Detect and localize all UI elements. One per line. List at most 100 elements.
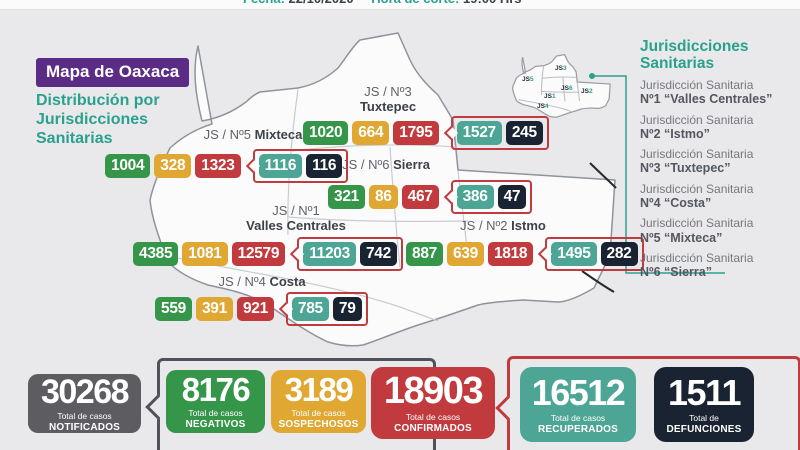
- recovered-box: 785 79: [278, 292, 368, 326]
- date-value: 22/10/2020: [289, 0, 354, 6]
- confirmados-chip: 467: [401, 185, 439, 209]
- negativos-chip: 321: [328, 185, 365, 209]
- card-negativos: 8176 Total de casos NEGATIVOS: [166, 370, 265, 433]
- recovered-box: 386 47: [443, 180, 533, 214]
- card-label: Total de casos: [188, 408, 243, 418]
- legend-item-kind: Jurisdicción Sanitaria: [640, 112, 754, 127]
- bracket-notch: [495, 395, 521, 421]
- cutoff-value: 19:00 Hrs: [463, 0, 522, 6]
- card-category: DEFUNCIONES: [666, 423, 742, 435]
- legend-title: Jurisdicciones Sanitarias: [640, 38, 749, 73]
- recuperados-chip: 785: [291, 297, 329, 321]
- label-sierra-name: Sierra: [393, 157, 430, 172]
- inset-map: [511, 53, 611, 118]
- card-value: 16512: [531, 371, 626, 413]
- date-label: Fecha:: [243, 0, 285, 6]
- negativos-chip: 559: [155, 297, 192, 321]
- outcomes-bracket: [495, 356, 800, 450]
- legend-item-4: Jurisdicción Sanitaria Nº4 “Costa”: [640, 182, 798, 211]
- inset-label-js6: JS6: [561, 85, 573, 92]
- label-valles-centrales: JS / Nº1 Valles Centrales: [246, 203, 346, 233]
- values-mixteca: 1004 328 1323 1116 116: [105, 149, 349, 183]
- negativos-chip: 1020: [303, 121, 349, 145]
- legend-connector: [589, 73, 725, 274]
- legend-item-3: Jurisdicción Sanitaria Nº3 “Tuxtepec”: [640, 148, 798, 176]
- recovered-box: 1527 245: [443, 116, 549, 150]
- negativos-chip: 887: [406, 242, 443, 266]
- legend-item-name: Nº1 “Valles Centrales”: [640, 92, 773, 107]
- map-subtitle: Distribución por Jurisdicciones Sanitari…: [36, 92, 160, 147]
- legend-item-2: Jurisdicción Sanitaria Nº2 “Istmo”: [640, 112, 798, 142]
- label-costa-prefix: JS / Nº4: [218, 274, 266, 289]
- connector-notch: [278, 301, 293, 317]
- legend-item-1: Jurisdicción Sanitaria Nº1 “Valles Centr…: [640, 78, 798, 107]
- recovered-box: 1495 282: [538, 237, 644, 271]
- sospechosos-chip: 328: [154, 154, 192, 178]
- connector-notch: [290, 246, 305, 262]
- connector-notch: [443, 125, 458, 141]
- card-recuperados: 16512 Total de casos RECUPERADOS: [520, 367, 636, 442]
- recuperados-chip: 11203: [303, 242, 356, 266]
- defunciones-chip: 282: [600, 242, 638, 266]
- inset-label-js4: JS4: [537, 103, 549, 110]
- inset-label-js5: JS5: [522, 76, 534, 83]
- legend-item-kind: Jurisdicción Sanitaria: [640, 78, 754, 93]
- defunciones-chip: 47: [497, 185, 527, 209]
- label-istmo-prefix: JS / Nº2: [460, 218, 508, 233]
- card-label: Total de: [689, 412, 719, 423]
- legend-item-5: Jurisdicción Sanitaria Nº5 “Mixteca”: [640, 217, 798, 245]
- label-tuxtepec: JS / Nº3 Tuxtepec: [360, 84, 416, 114]
- label-mixteca-prefix: JS / Nº5: [203, 127, 252, 142]
- inset-label-js3: JS3: [555, 65, 567, 72]
- inset-label-js1: JS1: [544, 93, 556, 100]
- defunciones-chip: 742: [359, 242, 397, 266]
- legend-item-name: Nº6 “Sierra”: [640, 265, 712, 280]
- sospechosos-chip: 391: [195, 297, 233, 321]
- label-mixteca: JS / Nº5 Mixteca: [203, 127, 303, 143]
- card-label: Total de casos: [550, 412, 606, 423]
- label-costa: JS / Nº4 Costa: [218, 274, 306, 290]
- card-value: 8176: [181, 371, 251, 408]
- confirmados-chip: 1818: [487, 242, 534, 266]
- negativos-chip: 4385: [133, 242, 179, 266]
- label-tuxtepec-prefix: JS / Nº3: [364, 84, 412, 99]
- card-label: Total de casos: [291, 408, 346, 418]
- label-mixteca-name: Mixteca: [254, 127, 303, 142]
- sospechosos-chip: 1081: [182, 242, 228, 266]
- sospechosos-chip: 664: [352, 121, 390, 145]
- card-label: Total de casos: [57, 410, 112, 421]
- recuperados-chip: 386: [456, 185, 494, 209]
- card-category: CONFIRMADOS: [394, 423, 472, 434]
- values-istmo: 887 639 1818 1495 282: [406, 237, 644, 271]
- sospechosos-chip: 86: [368, 185, 398, 209]
- defunciones-chip: 79: [332, 297, 362, 321]
- card-notificados: 30268 Total de casos NOTIFICADOS: [28, 374, 141, 433]
- jurisdictions-legend: Jurisdicciones Sanitarias Jurisdicción S…: [640, 38, 798, 279]
- map-title: Mapa de Oaxaca: [36, 58, 190, 87]
- sospechosos-chip: 639: [446, 242, 484, 266]
- card-category: SOSPECHOSOS: [278, 419, 359, 430]
- card-category: NOTIFICADOS: [48, 421, 121, 433]
- recuperados-chip: 1116: [258, 154, 303, 178]
- legend-item-kind: Jurisdicción Sanitaria: [640, 147, 754, 162]
- label-sierra-prefix: JS / Nº6: [342, 157, 390, 172]
- legend-item-kind: Jurisdicción Sanitaria: [640, 250, 754, 265]
- card-label: Total de casos: [405, 412, 461, 422]
- header-date-line: Fecha: 22/10/2020 Hora de corte: 19:00 H…: [243, 0, 536, 6]
- card-value: 3189: [284, 371, 354, 408]
- inset-label-js2: JS2: [581, 88, 593, 95]
- card-value: 18903: [383, 370, 484, 412]
- label-istmo-name: Istmo: [511, 218, 546, 233]
- confirmados-chip: 1795: [393, 121, 439, 145]
- label-costa-name: Costa: [269, 274, 306, 289]
- legend-item-name: Nº5 “Mixteca”: [640, 230, 723, 245]
- recovered-box: 11203 742: [290, 237, 403, 271]
- legend-item-name: Nº3 “Tuxtepec”: [640, 161, 731, 176]
- legend-item-name: Nº2 “Istmo”: [640, 126, 710, 141]
- values-valles-centrales: 4385 1081 12579 11203 742: [133, 237, 403, 271]
- card-category: NEGATIVOS: [185, 419, 246, 430]
- card-defunciones: 1511 Total de DEFUNCIONES: [654, 367, 754, 442]
- confirmados-chip: 12579: [231, 242, 286, 266]
- inset-labels: JS5 JS3 JS1 JS6 JS2 JS4: [522, 65, 593, 110]
